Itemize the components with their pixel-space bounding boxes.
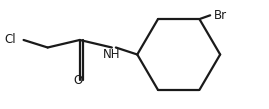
Text: O: O [73,74,82,87]
Text: NH: NH [103,48,121,61]
Text: Cl: Cl [4,33,16,46]
Text: Br: Br [214,9,227,22]
